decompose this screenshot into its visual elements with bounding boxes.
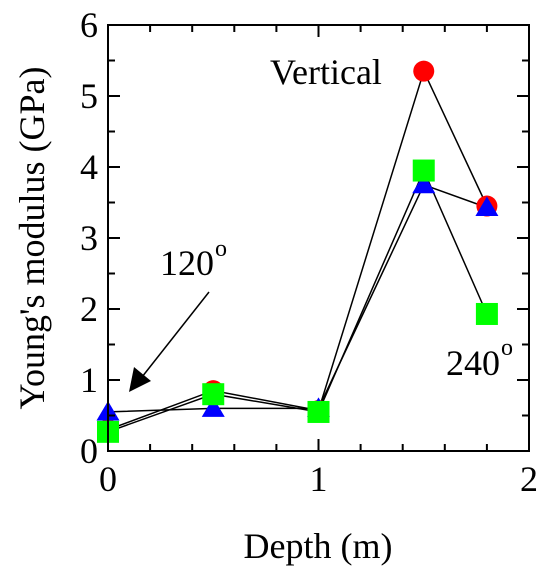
marker-triangle <box>412 173 436 194</box>
annotation-arrow <box>129 291 210 392</box>
y-tick-label: 5 <box>80 76 98 116</box>
y-tick-label: 1 <box>80 360 98 400</box>
tick-labels: 0 1 2 3 4 5 6 0 1 2 <box>80 5 538 499</box>
annotation-120: 120 o <box>160 236 227 283</box>
y-tick-label: 0 <box>80 431 98 471</box>
x-tick-label: 1 <box>310 459 328 499</box>
y-tick-label: 2 <box>80 289 98 329</box>
annotation-vertical: Vertical <box>270 52 382 92</box>
y-tick-label: 4 <box>80 147 98 187</box>
marker-square <box>475 302 498 325</box>
plot-marks <box>96 60 499 443</box>
annotation-240-text: 240 <box>446 343 500 383</box>
y-axis-label: Young's modulus (GPa) <box>12 67 52 410</box>
marker-triangle <box>201 397 225 417</box>
annotation-120-degree: o <box>215 236 227 262</box>
series-line-2 <box>107 168 488 433</box>
x-axis-label: Depth (m) <box>244 526 393 566</box>
marker-circle <box>413 60 435 82</box>
x-tick-label: 0 <box>99 459 117 499</box>
marker-square <box>202 383 225 406</box>
y-tick-label: 6 <box>80 5 98 45</box>
annotation-120-text: 120 <box>160 243 214 283</box>
marker-triangle <box>475 196 499 216</box>
series-line-1 <box>107 183 488 413</box>
x-tick-label: 2 <box>520 459 538 499</box>
plot-frame <box>107 24 530 452</box>
y-tick-label: 3 <box>80 218 98 258</box>
arrow-head <box>129 367 151 392</box>
marker-square <box>307 400 330 423</box>
annotation-240: 240 o <box>446 335 513 383</box>
arrow-shaft <box>141 291 210 378</box>
annotation-240-degree: o <box>501 335 513 361</box>
marker-square <box>412 159 435 182</box>
